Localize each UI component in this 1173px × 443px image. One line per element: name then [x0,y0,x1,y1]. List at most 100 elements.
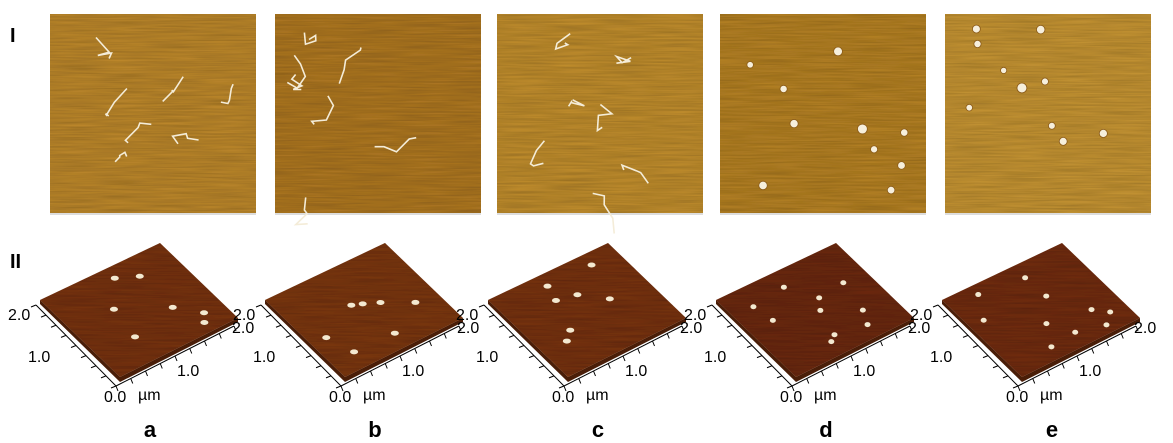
tick [60,334,67,338]
fiber [290,73,304,91]
tick [159,363,163,369]
fiber [374,136,417,153]
particle [897,161,906,170]
particle [1036,24,1046,35]
particle [833,46,843,57]
axis-label: 2.0 [910,307,932,324]
feature [543,283,552,289]
tick [1061,363,1065,369]
feature [975,292,982,298]
fiber [567,99,585,107]
axis-label: 2.0 [680,320,702,337]
axis-label: µm [814,387,837,404]
tick [130,378,134,384]
tick [429,340,432,347]
axis-label: 1.0 [177,363,199,380]
tick [1091,348,1095,354]
afm-image [720,14,926,214]
tick [1017,385,1021,392]
tick [518,345,525,348]
tick [548,375,555,379]
tick [275,324,282,328]
axis-label: 2.0 [684,307,706,324]
tick [370,370,373,377]
feature [828,339,835,345]
axis-label: 2.0 [456,307,478,324]
feature [587,262,596,268]
tick [498,324,505,328]
tick [756,355,763,359]
tick [681,325,685,332]
feature [131,334,140,340]
tick [285,334,292,338]
afm-image [497,14,703,214]
feature [864,322,871,328]
axis-label: µm [363,387,386,404]
tick [325,375,332,379]
panel-label: a [144,417,157,442]
tick [488,314,495,318]
feature [769,317,776,323]
tick [952,324,959,328]
tick [578,378,582,384]
tick [558,385,565,389]
feature [840,280,847,286]
feature [1048,344,1055,350]
panel-label: d [819,417,832,442]
feature [551,298,560,304]
fiber [124,122,152,144]
surface-edge [716,300,914,382]
fiber [310,95,335,125]
axis-label: 1.0 [704,349,726,366]
tick [593,370,596,377]
surface-edge [942,300,1140,382]
tick [1002,375,1009,379]
tick [563,385,567,392]
feature [562,338,571,344]
tick [1120,333,1124,339]
tick [100,375,107,379]
feature [109,306,118,312]
fiber [95,36,113,59]
surface [265,243,463,377]
tick [528,355,535,359]
feature [1043,293,1050,299]
axis-label: µm [586,387,609,404]
fiber [104,87,128,117]
fiber [529,140,546,167]
fiber [338,47,362,84]
feature [1107,309,1114,315]
axis-label: 2.0 [232,320,254,337]
tick [880,340,883,347]
particle [900,128,909,137]
axis-label: 0.0 [552,389,574,406]
tick [110,385,117,389]
tick [115,385,119,392]
tick [508,334,515,338]
tick [538,365,545,369]
particle [758,180,768,191]
tick [982,355,989,359]
feature [1072,329,1079,335]
feature [376,300,385,306]
axis-label: 2.0 [233,307,255,324]
particle [886,185,896,195]
tick [315,365,322,369]
fiber [114,151,128,163]
tick [174,355,178,362]
tick [865,348,869,354]
tick [30,304,37,308]
tick [992,365,999,369]
fiber [592,192,615,234]
fiber [554,33,571,51]
tick [399,355,403,362]
tick [384,363,388,369]
tick [355,378,359,384]
axis-label: 1.0 [402,363,424,380]
particle [779,84,788,93]
feature [1103,322,1110,328]
feature [200,320,209,326]
tick [942,314,949,318]
fiber [171,132,199,145]
